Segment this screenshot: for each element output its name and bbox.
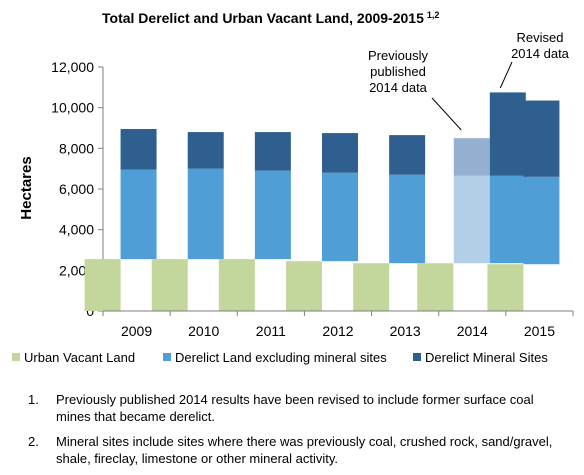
y-axis-label: Hectares (18, 156, 35, 219)
bar-derelict-mineral-sites (254, 132, 291, 171)
x-axis: 2009 2010 2011 2012 2013 2014 2015 (102, 310, 574, 339)
footnote-number: 1. (28, 392, 39, 407)
footnote-text: Previously published 2014 results have b… (56, 392, 534, 424)
annotation-revised-leader (499, 61, 513, 89)
bar-derelict-land (254, 170, 291, 260)
bar-revised-mineral-sites (489, 92, 526, 176)
bar-urban-vacant-land (151, 259, 188, 311)
legend-swatch (12, 353, 20, 361)
annotation-previous-leader (431, 97, 462, 131)
y-tick-label: 12,000 (51, 59, 94, 75)
bar-derelict-mineral-sites (120, 129, 157, 170)
bar-urban-vacant-land (84, 259, 121, 311)
bar-derelict-land (523, 176, 560, 265)
bar-derelict-mineral-sites (389, 135, 426, 175)
x-tick-label: 2014 (457, 323, 488, 339)
annotation-previous-line: Previously (368, 48, 428, 63)
y-tick-label: 4,000 (59, 222, 94, 238)
footnote-text: Mineral sites include sites where there … (56, 434, 553, 466)
y-tick-label: 10,000 (51, 100, 94, 116)
legend-label: Derelict Mineral Sites (425, 350, 548, 365)
legend: Urban Vacant Land Derelict Land excluding… (12, 350, 548, 365)
bar-derelict-land (389, 174, 426, 264)
footnote-number: 2. (28, 434, 39, 449)
chart-title-text: Total Derelict and Urban Vacant Land, 20… (102, 10, 424, 26)
annotation-previous-line: 2014 data (369, 80, 428, 95)
x-tick-label: 2011 (256, 323, 286, 339)
chart: Total Derelict and Urban Vacant Land, 20… (12, 10, 574, 365)
bar-derelict-land (187, 168, 224, 260)
x-tick-label: 2012 (322, 323, 353, 339)
legend-label: Urban Vacant Land (24, 350, 135, 365)
bar-derelict-mineral-sites (523, 100, 560, 177)
legend-label: Derelict Land excluding mineral sites (175, 350, 387, 365)
bar-urban-vacant-land (487, 264, 524, 311)
footnote: 2. Mineral sites include sites where the… (28, 433, 568, 467)
bars (84, 92, 560, 311)
bar-urban-vacant-land (353, 263, 390, 311)
x-tick-label: 2013 (390, 323, 421, 339)
bar-revised-derelict-land (489, 175, 526, 264)
y-tick-label: 6,000 (59, 181, 94, 197)
footnote: 1. Previously published 2014 results hav… (28, 391, 568, 425)
bar-urban-vacant-land (417, 263, 454, 311)
bar-previous-mineral-sites (453, 138, 490, 176)
bar-derelict-mineral-sites (187, 132, 224, 169)
bar-urban-vacant-land (218, 259, 255, 311)
annotation-revised-line: 2014 data (511, 46, 570, 61)
x-tick-label: 2009 (121, 323, 152, 339)
legend-swatch (163, 353, 171, 361)
annotation-revised-line: Revised (517, 30, 564, 45)
annotation-previous-line: published (370, 64, 426, 79)
bar-derelict-land (120, 169, 157, 260)
bar-derelict-mineral-sites (322, 133, 358, 173)
chart-title-superscript: 1,2 (427, 10, 440, 20)
x-tick-label: 2010 (188, 323, 219, 339)
bar-derelict-land (322, 172, 358, 262)
chart-title: Total Derelict and Urban Vacant Land, 20… (102, 10, 439, 26)
bar-urban-vacant-land (286, 261, 322, 311)
x-tick-label: 2015 (524, 323, 555, 339)
footnotes: 1. Previously published 2014 results hav… (28, 391, 568, 475)
bar-previous-derelict-land (453, 175, 490, 264)
legend-swatch (413, 353, 421, 361)
y-tick-label: 8,000 (59, 140, 94, 156)
